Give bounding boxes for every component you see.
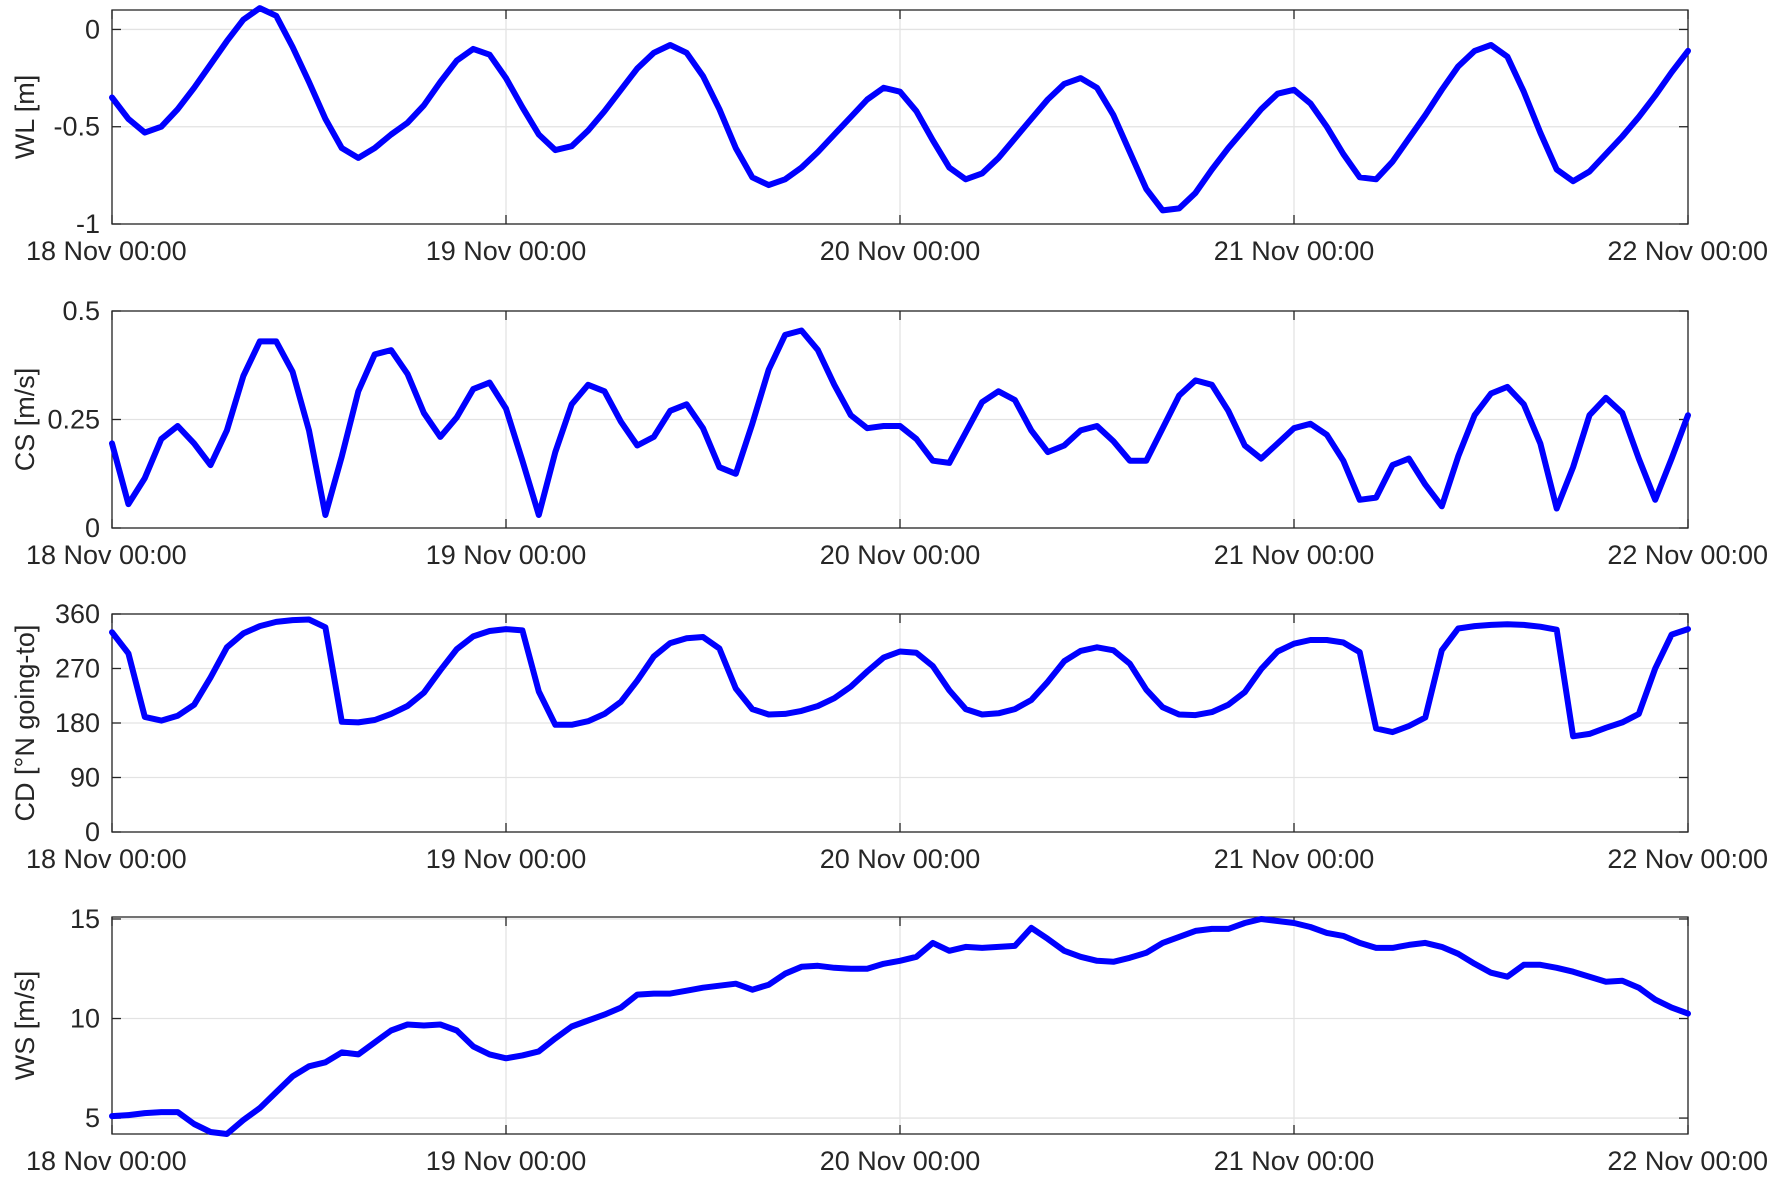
- x-tick-label: 19 Nov 00:00: [426, 236, 587, 266]
- x-tick-label: 20 Nov 00:00: [820, 844, 981, 874]
- y-axis-label: WS [m/s]: [10, 971, 40, 1081]
- y-tick-label: 0: [85, 513, 100, 543]
- x-tick-label: 21 Nov 00:00: [1214, 1146, 1375, 1176]
- x-tick-label: 22 Nov 00:00: [1607, 540, 1768, 570]
- x-tick-label: 19 Nov 00:00: [426, 1146, 587, 1176]
- x-tick-label: 21 Nov 00:00: [1214, 236, 1375, 266]
- y-tick-label: 360: [55, 599, 100, 629]
- x-tick-label: 18 Nov 00:00: [26, 236, 187, 266]
- y-tick-label: 0: [85, 817, 100, 847]
- x-tick-label: 18 Nov 00:00: [26, 1146, 187, 1176]
- x-tick-label: 19 Nov 00:00: [426, 540, 587, 570]
- y-axis-label: CD [°N going-to]: [10, 625, 40, 822]
- x-tick-label: 20 Nov 00:00: [820, 540, 981, 570]
- series-line: [109, 5, 1691, 214]
- series-line: [109, 616, 1691, 740]
- y-tick-label: 5: [85, 1103, 100, 1133]
- y-tick-label: 0.5: [62, 296, 100, 326]
- y-axis-label: WL [m]: [10, 75, 40, 160]
- x-tick-label: 22 Nov 00:00: [1607, 1146, 1768, 1176]
- x-tick-label: 22 Nov 00:00: [1607, 236, 1768, 266]
- subplot-water-level: WL [m] 18 Nov 00:00 19 Nov 00:00 20 Nov 00:…: [10, 5, 1768, 266]
- y-tick-label: 10: [70, 1004, 100, 1034]
- x-tick-label: 19 Nov 00:00: [426, 844, 587, 874]
- y-tick-label: 180: [55, 708, 100, 738]
- y-tick-label: 270: [55, 654, 100, 684]
- x-tick-label: 20 Nov 00:00: [820, 236, 981, 266]
- y-tick-label: 90: [70, 763, 100, 793]
- y-tick-label: -1: [76, 209, 100, 239]
- series-line: [109, 916, 1691, 1137]
- y-tick-label: 0: [85, 14, 100, 44]
- y-axis-label: CS [m/s]: [10, 368, 40, 472]
- subplot-current-speed: CS [m/s] 18 Nov 00:00 19 Nov 00:00 20 Nov 0…: [10, 296, 1768, 570]
- y-tick-label: 15: [70, 904, 100, 934]
- x-tick-label: 22 Nov 00:00: [1607, 844, 1768, 874]
- x-tick-label: 21 Nov 00:00: [1214, 844, 1375, 874]
- x-tick-label: 18 Nov 00:00: [26, 540, 187, 570]
- subplot-current-direction: CD [°N going-to] 18 Nov 00:00 19 Nov 00:00…: [10, 599, 1768, 874]
- subplot-wind-speed: WS [m/s] 18 Nov 00:00 19 Nov 00:00 20 Nov 0…: [10, 904, 1768, 1176]
- series-line: [109, 327, 1691, 518]
- x-tick-label: 20 Nov 00:00: [820, 1146, 981, 1176]
- x-tick-label: 18 Nov 00:00: [26, 844, 187, 874]
- y-tick-label: 0.25: [47, 405, 100, 435]
- x-tick-label: 21 Nov 00:00: [1214, 540, 1375, 570]
- y-tick-label: -0.5: [53, 112, 100, 142]
